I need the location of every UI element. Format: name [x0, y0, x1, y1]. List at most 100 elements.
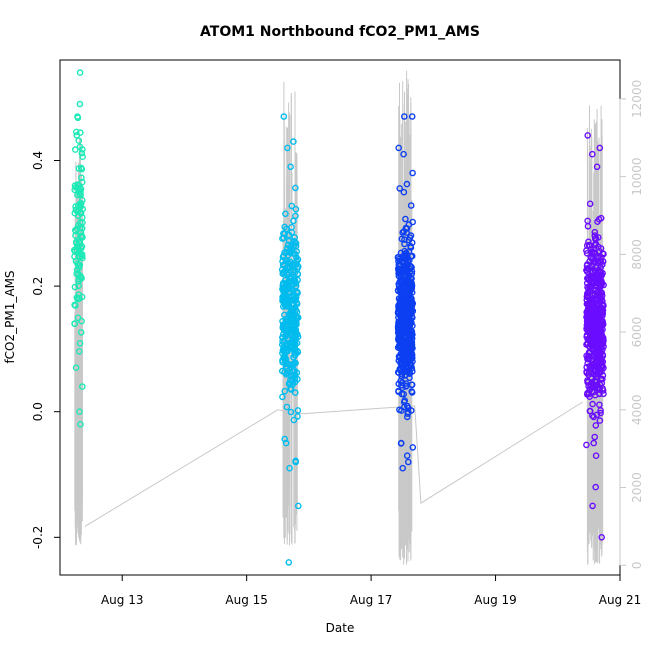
data-point	[596, 401, 603, 409]
data-point-outlier	[280, 113, 288, 120]
data-point	[288, 202, 296, 210]
y-tick-label: 0.4	[31, 151, 45, 170]
data-point	[405, 309, 413, 316]
data-point	[291, 343, 298, 351]
data-point	[599, 317, 606, 325]
data-point	[281, 387, 289, 395]
data-point-outlier	[282, 439, 290, 447]
data-point	[399, 321, 407, 329]
data-point	[408, 289, 416, 296]
data-point	[394, 254, 402, 261]
data-point	[583, 293, 591, 301]
data-point	[77, 129, 84, 136]
data-point-outlier	[286, 464, 293, 472]
data-point	[294, 407, 302, 414]
data-point	[395, 272, 403, 280]
data-point	[588, 329, 595, 337]
secondary-y-tick-label: 6000	[630, 317, 644, 348]
data-point	[594, 218, 601, 225]
data-point	[591, 295, 599, 303]
data-point	[395, 320, 403, 328]
data-point	[599, 269, 606, 277]
data-point	[583, 323, 591, 331]
data-point	[290, 293, 298, 301]
data-point	[596, 351, 604, 358]
data-point	[294, 289, 301, 297]
data-point	[407, 407, 415, 414]
data-point	[584, 222, 592, 230]
y-axis-label: fCO2_PM1_AMS	[3, 270, 17, 363]
data-point	[400, 293, 408, 301]
data-point	[291, 321, 298, 329]
data-point	[288, 229, 296, 236]
data-point	[76, 143, 84, 151]
data-point-outlier	[292, 458, 300, 466]
data-point	[283, 371, 290, 378]
data-point-outlier	[72, 364, 80, 372]
data-point	[407, 253, 415, 260]
data-point	[397, 377, 404, 385]
data-point-outlier	[76, 100, 84, 108]
data-point	[71, 283, 79, 291]
data-point	[596, 386, 604, 394]
data-point-outlier	[397, 439, 405, 447]
data-point	[584, 339, 591, 347]
data-point-outlier	[404, 458, 412, 466]
data-point	[593, 319, 601, 327]
data-point	[284, 301, 292, 309]
data-point	[600, 364, 607, 372]
data-point	[406, 350, 414, 357]
data-point	[407, 361, 415, 369]
data-point-outlier	[592, 483, 600, 491]
data-point	[290, 416, 298, 424]
data-point	[291, 297, 298, 305]
data-point	[584, 355, 591, 363]
data-point	[283, 271, 291, 278]
data-point	[592, 422, 600, 429]
data-point	[594, 259, 602, 267]
data-point-outlier	[290, 138, 297, 145]
data-point	[398, 235, 406, 243]
data-point	[408, 381, 416, 389]
data-point-outlier	[294, 502, 302, 510]
secondary-series	[74, 70, 604, 565]
data-point	[395, 342, 403, 350]
data-point	[279, 393, 286, 401]
data-point	[75, 165, 83, 172]
data-point-outlier	[287, 163, 294, 171]
data-point	[599, 320, 607, 328]
data-point	[408, 284, 416, 292]
data-point	[402, 273, 409, 281]
data-point	[595, 243, 602, 251]
data-point	[394, 368, 402, 376]
data-point	[284, 360, 291, 368]
data-point	[286, 325, 294, 333]
data-point	[394, 287, 402, 295]
data-point	[293, 257, 300, 265]
data-point	[583, 309, 591, 317]
data-point-outlier	[284, 144, 291, 152]
x-tick-label: Aug 21	[599, 593, 642, 607]
data-point	[584, 377, 591, 384]
data-point	[294, 413, 301, 420]
data-point-outlier	[589, 502, 596, 510]
data-point	[74, 181, 81, 188]
data-point	[400, 363, 407, 371]
data-point-outlier	[589, 150, 596, 158]
data-point	[595, 272, 602, 280]
data-point	[281, 230, 288, 238]
y-axis: -0.2 0.0 0.2 0.4	[31, 151, 60, 549]
data-point	[71, 186, 78, 194]
data-point	[75, 282, 82, 290]
data-point	[77, 229, 85, 236]
data-point	[588, 249, 596, 257]
data-point	[399, 229, 407, 236]
data-point	[77, 329, 85, 336]
data-point	[73, 270, 80, 278]
data-point	[583, 247, 590, 254]
data-point-outlier	[592, 452, 600, 460]
data-point	[403, 229, 410, 236]
data-point	[404, 326, 412, 333]
x-axis-label: Date	[326, 621, 355, 635]
data-point	[599, 375, 606, 383]
